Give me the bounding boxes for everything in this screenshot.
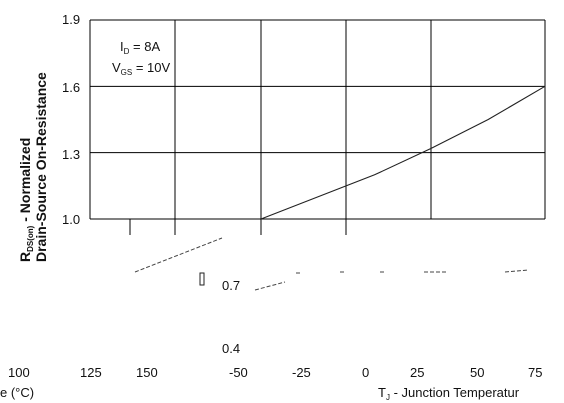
fragment-segment-6	[504, 269, 529, 273]
fragment-series	[134, 237, 529, 291]
x-tick-label: 100	[8, 365, 30, 380]
x-tick-label: -25	[292, 365, 311, 380]
x-tick-label: -50	[229, 365, 248, 380]
y-tick-labels: 1.9 1.6 1.3 1.0 0.7 0.4	[62, 12, 240, 356]
fragment-segment-0	[134, 237, 223, 273]
x-tick-label: 150	[136, 365, 158, 380]
y-tick-label: 1.6	[62, 80, 80, 95]
x-tick-label: 75	[528, 365, 542, 380]
annotation-vgs: VGS = 10V	[112, 60, 171, 77]
y-axis-label-line1: RDS(on) - Normalized	[17, 138, 35, 262]
series-layer	[260, 85, 546, 220]
x-tick-label: 50	[470, 365, 484, 380]
x-tick-label: 0	[362, 365, 369, 380]
x-axis-label: TJ - Junction Temperatur	[378, 385, 520, 402]
y-tick-label: 1.0	[62, 212, 80, 227]
x-tick-labels: 100 125 150 -50 -25 0 25 50 75	[8, 365, 542, 380]
y-axis-label-line2: Drain-Source On-Resistance	[33, 72, 49, 262]
y-tick-label: 1.9	[62, 12, 80, 27]
annotation-id: ID = 8A	[120, 39, 160, 56]
fragment-segment-1	[254, 281, 286, 291]
grid	[89, 19, 546, 235]
y-tick-label: 1.3	[62, 147, 80, 162]
series-line	[260, 85, 546, 220]
x-axis-label-fragment: e (°C)	[0, 385, 34, 400]
fragment-bracket	[199, 272, 205, 286]
y-axis-label: RDS(on) - Normalized Drain-Source On-Res…	[17, 72, 49, 262]
y-tick-label: 0.7	[222, 278, 240, 293]
y-tick-label: 0.4	[222, 341, 240, 356]
x-tick-label: 25	[410, 365, 424, 380]
x-tick-label: 125	[80, 365, 102, 380]
